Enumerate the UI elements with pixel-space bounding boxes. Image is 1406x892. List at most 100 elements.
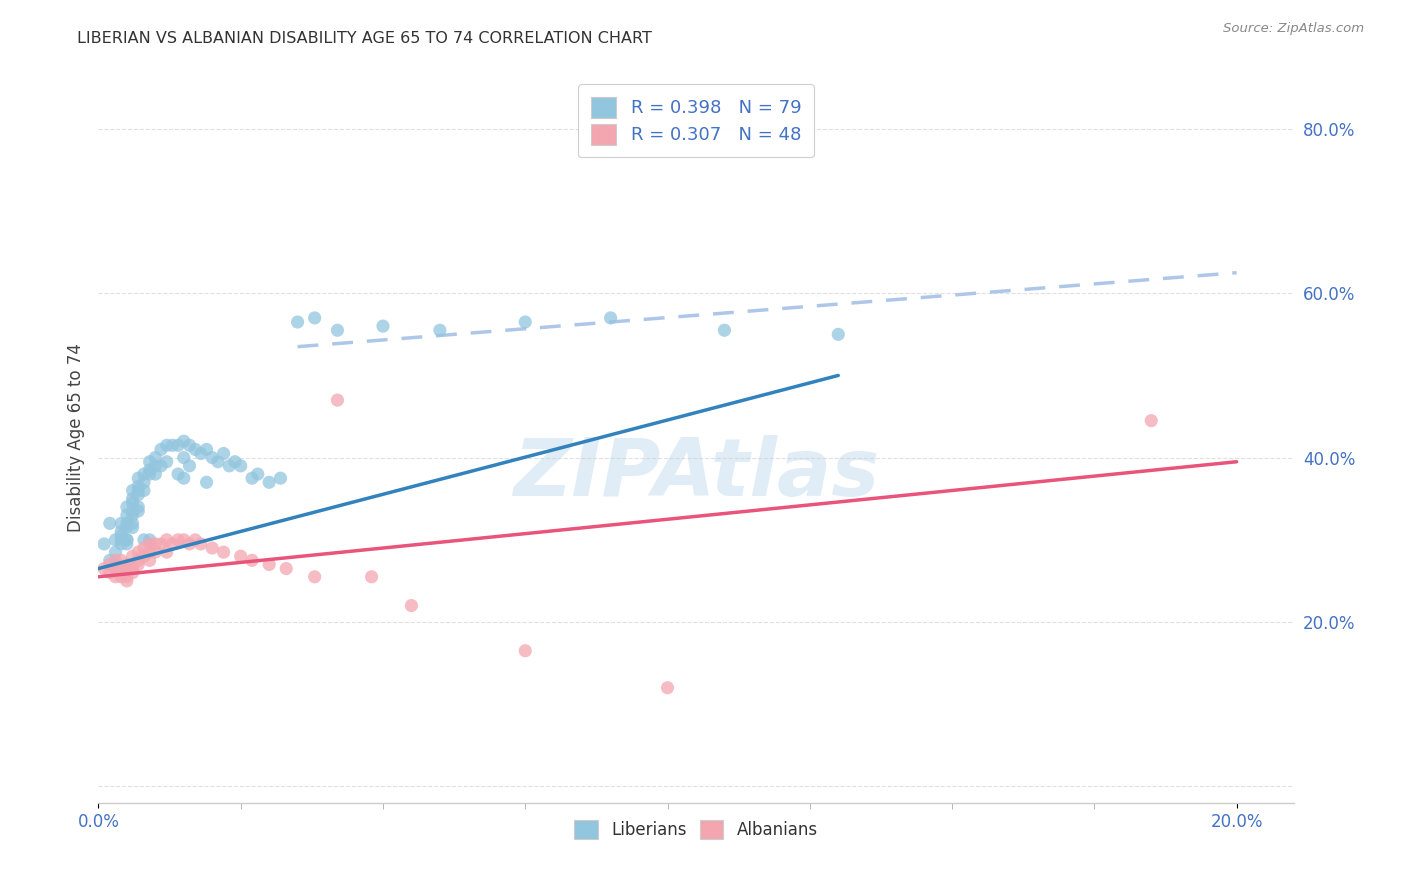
Point xyxy=(212,545,235,559)
Point xyxy=(115,574,138,588)
Point xyxy=(115,500,138,514)
Point xyxy=(190,446,212,460)
Text: LIBERIAN VS ALBANIAN DISABILITY AGE 65 TO 74 CORRELATION CHART: LIBERIAN VS ALBANIAN DISABILITY AGE 65 T… xyxy=(77,31,652,46)
Point xyxy=(132,549,155,564)
Point xyxy=(173,533,195,547)
Point xyxy=(515,644,537,658)
Point xyxy=(257,475,280,490)
Point xyxy=(104,545,127,559)
Point xyxy=(121,508,143,523)
Point xyxy=(276,561,298,575)
Point xyxy=(115,558,138,572)
Point xyxy=(115,516,138,531)
Point xyxy=(115,533,138,547)
Point xyxy=(93,561,115,575)
Point xyxy=(167,467,190,481)
Point xyxy=(287,315,309,329)
Point xyxy=(138,467,160,481)
Text: Source: ZipAtlas.com: Source: ZipAtlas.com xyxy=(1223,22,1364,36)
Point xyxy=(115,508,138,523)
Point xyxy=(98,516,121,531)
Point xyxy=(371,319,394,334)
Point xyxy=(156,438,179,452)
Point xyxy=(195,442,218,457)
Point xyxy=(115,561,138,575)
Point xyxy=(132,475,155,490)
Point xyxy=(190,537,212,551)
Point xyxy=(162,438,184,452)
Point xyxy=(110,570,132,584)
Point xyxy=(110,553,132,567)
Point xyxy=(184,533,207,547)
Point xyxy=(110,529,132,543)
Point xyxy=(98,566,121,580)
Point xyxy=(229,458,252,473)
Point xyxy=(201,450,224,465)
Point xyxy=(713,323,735,337)
Point xyxy=(121,491,143,506)
Point xyxy=(167,438,190,452)
Point xyxy=(121,549,143,564)
Point xyxy=(115,570,138,584)
Point xyxy=(104,553,127,567)
Point xyxy=(156,455,179,469)
Point xyxy=(173,434,195,449)
Point xyxy=(104,533,127,547)
Text: ZIPAtlas: ZIPAtlas xyxy=(513,434,879,513)
Point xyxy=(138,537,160,551)
Point xyxy=(104,561,127,575)
Point xyxy=(127,500,149,514)
Point xyxy=(121,566,143,580)
Point xyxy=(98,553,121,567)
Point xyxy=(138,533,160,547)
Point xyxy=(110,561,132,575)
Point xyxy=(179,458,201,473)
Point xyxy=(127,504,149,518)
Point xyxy=(162,537,184,551)
Point xyxy=(150,442,173,457)
Point xyxy=(138,553,160,567)
Point xyxy=(224,455,246,469)
Point xyxy=(98,558,121,572)
Point xyxy=(110,537,132,551)
Point xyxy=(240,471,263,485)
Point xyxy=(257,558,280,572)
Legend: Liberians, Albanians: Liberians, Albanians xyxy=(568,814,824,846)
Point xyxy=(143,458,166,473)
Point xyxy=(201,541,224,555)
Point xyxy=(218,458,240,473)
Point xyxy=(121,496,143,510)
Point xyxy=(167,533,190,547)
Point xyxy=(110,524,132,539)
Point xyxy=(132,533,155,547)
Point xyxy=(127,487,149,501)
Point xyxy=(104,561,127,575)
Point xyxy=(156,533,179,547)
Point xyxy=(179,438,201,452)
Point xyxy=(1140,414,1163,428)
Point xyxy=(240,553,263,567)
Point xyxy=(121,561,143,575)
Point xyxy=(156,545,179,559)
Point xyxy=(121,483,143,498)
Point xyxy=(326,393,349,408)
Point xyxy=(132,483,155,498)
Point xyxy=(121,504,143,518)
Point xyxy=(229,549,252,564)
Point xyxy=(115,537,138,551)
Point xyxy=(127,558,149,572)
Point xyxy=(127,553,149,567)
Point xyxy=(179,537,201,551)
Point xyxy=(657,681,679,695)
Point xyxy=(132,467,155,481)
Point xyxy=(115,520,138,534)
Point xyxy=(150,458,173,473)
Point xyxy=(104,570,127,584)
Point xyxy=(304,570,326,584)
Point xyxy=(138,545,160,559)
Point xyxy=(184,442,207,457)
Point xyxy=(143,545,166,559)
Point xyxy=(127,545,149,559)
Point xyxy=(401,599,423,613)
Point xyxy=(207,455,229,469)
